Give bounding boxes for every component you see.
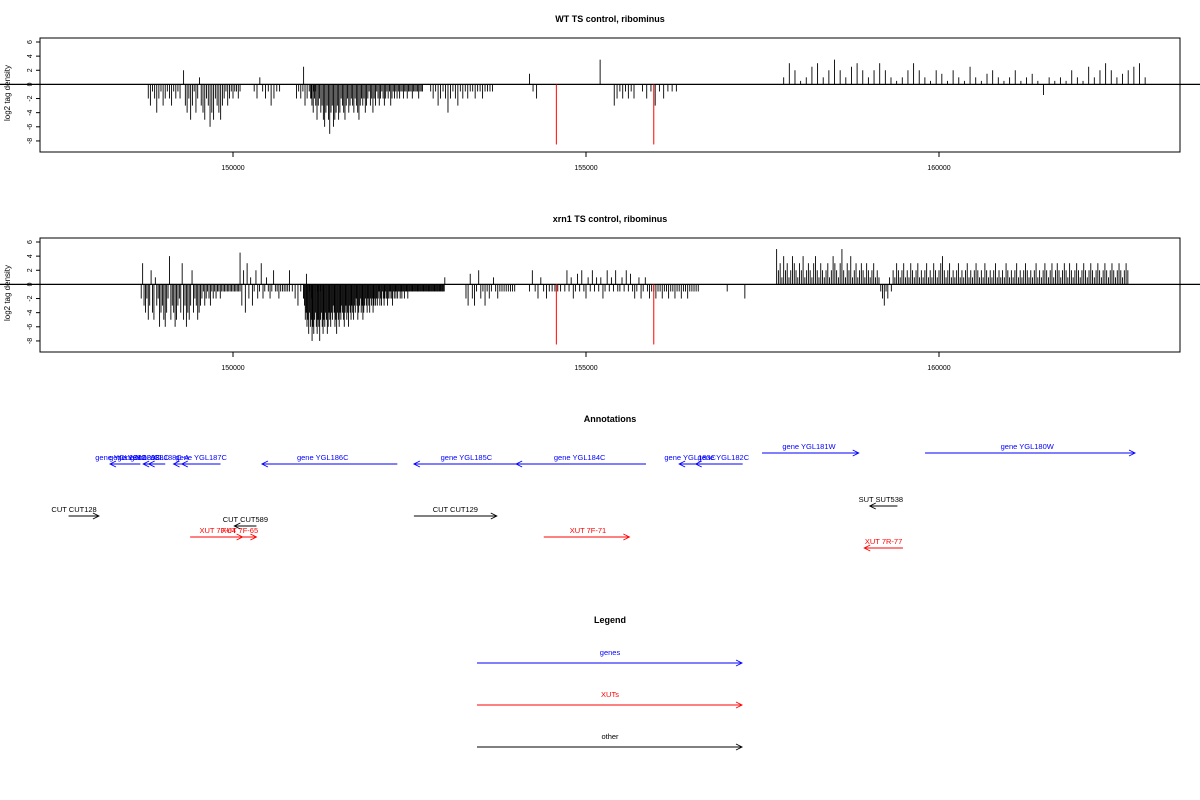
y-tick-label: -8 [27,138,34,144]
y-axis-label-wt: log2 tag density [3,65,12,121]
legend-arrowhead [735,659,744,667]
y-axis-label-xrn1: log2 tag density [3,265,12,321]
gene-feature-arrowhead [678,460,686,468]
gene-feature-label: gene YGL188C [95,453,147,462]
other-feature-arrowhead [868,502,876,510]
other-feature-label: CUT CUT128 [51,505,96,514]
gene-feature-arrowhead [694,460,702,468]
y-tick-label: -6 [27,324,34,330]
x-tick-label: 150000 [221,365,244,372]
gene-feature-label: gene YGL186C [297,453,349,462]
panel-xrn1: xrn1 TS control, ribominus log2 tag dens… [0,214,1200,372]
other-feature-arrowhead [92,512,100,520]
xut-feature-label: XUT 7F-65 [222,526,259,535]
y-tick-label: -4 [27,309,34,315]
gene-feature-arrowhead [108,460,117,468]
chart-title-wt: WT TS control, ribominus [555,14,665,24]
bars-wt [0,59,1200,134]
other-feature-label: CUT CUT129 [433,505,478,514]
other-feature-label: CUT CUT589 [223,515,268,524]
legend-label: XUTs [601,690,619,699]
y-axis-xrn1: 6 4 2 0 -2 -4 -6 -8 [27,240,41,344]
xut-feature-arrowhead [623,533,631,541]
y-tick-label: 6 [27,240,34,244]
y-tick-label: 0 [27,282,34,286]
legend-title: Legend [594,615,626,625]
y-tick-label: -6 [27,124,34,130]
markers-xrn1 [555,284,655,345]
gene-feature-arrowhead [180,460,189,468]
y-axis-wt: 6 4 2 0 -2 -4 -6 -8 [27,40,41,144]
y-tick-label: 2 [27,68,34,72]
y-tick-label: 6 [27,40,34,44]
x-tick-label: 160000 [927,165,950,172]
legend-label: other [601,732,619,741]
gene-feature-label: gene YGL180W [1001,442,1055,451]
xut-feature-label: XUT 7R-77 [865,537,902,546]
y-tick-label: -8 [27,338,34,344]
gene-feature-arrowhead [147,460,155,468]
markers-wt [555,84,655,145]
gene-feature-arrowhead [852,449,860,457]
gene-feature-label: gene YGL181W [782,442,836,451]
other-feature-arrowhead [233,522,241,530]
gene-feature-arrowhead [515,460,523,468]
legend-label: genes [600,648,621,657]
xut-feature-arrowhead [863,544,871,552]
legend-arrowhead [735,743,744,751]
gene-feature-label: gene YGL185C [441,453,493,462]
gene-feature-label: gene YGL188C [117,453,169,462]
y-tick-label: 0 [27,82,34,86]
x-tick-label: 150000 [221,165,244,172]
gene-feature-arrowhead [142,460,150,468]
bars-xrn1 [0,249,1200,341]
legend-panel: Legend genes XUTs other [477,615,744,751]
chart-title-xrn1: xrn1 TS control, ribominus [553,214,668,224]
gene-feature-label: gene YGL184C [554,453,606,462]
x-tick-label: 160000 [927,365,950,372]
other-feature-arrowhead [490,512,498,520]
x-tick-label: 155000 [574,365,597,372]
x-tick-label: 155000 [574,165,597,172]
gene-feature-label: gene YGL188C-A [130,453,189,462]
gene-feature-arrowhead [172,460,180,468]
gene-feature-label: gene YGL182C [698,453,750,462]
y-tick-label: -2 [27,95,34,101]
y-tick-label: 4 [27,54,34,58]
y-tick-label: 4 [27,254,34,258]
other-feature-label: SUT SUT538 [859,495,903,504]
gene-feature-label: gene YGL187C [175,453,227,462]
annotations-title: Annotations [584,414,637,424]
gene-feature-arrowhead [1128,449,1137,457]
plot-frame-wt [39,37,1181,153]
gene-feature-arrowhead [260,460,269,468]
gene-feature-arrowhead [412,460,421,468]
gene-feature-label: gene YGL189C [109,453,161,462]
panel-wt: WT TS control, ribominus log2 tag densit… [0,14,1200,172]
legend-items: genes XUTs other [477,648,744,751]
plot-frame-xrn1 [39,237,1181,353]
y-tick-label: 2 [27,268,34,272]
legend-arrowhead [735,701,744,709]
x-axis-xrn1: 150000 155000 160000 [221,351,951,372]
xut-feature-arrowhead [250,533,258,541]
gene-feature-label: gene YGL183C [664,453,716,462]
y-tick-label: -2 [27,295,34,301]
xut-feature-label: XUT 7F-64 [199,526,236,535]
x-axis-wt: 150000 155000 160000 [221,151,951,172]
xut-feature-label: XUT 7F-71 [570,526,607,535]
y-tick-label: -4 [27,109,34,115]
